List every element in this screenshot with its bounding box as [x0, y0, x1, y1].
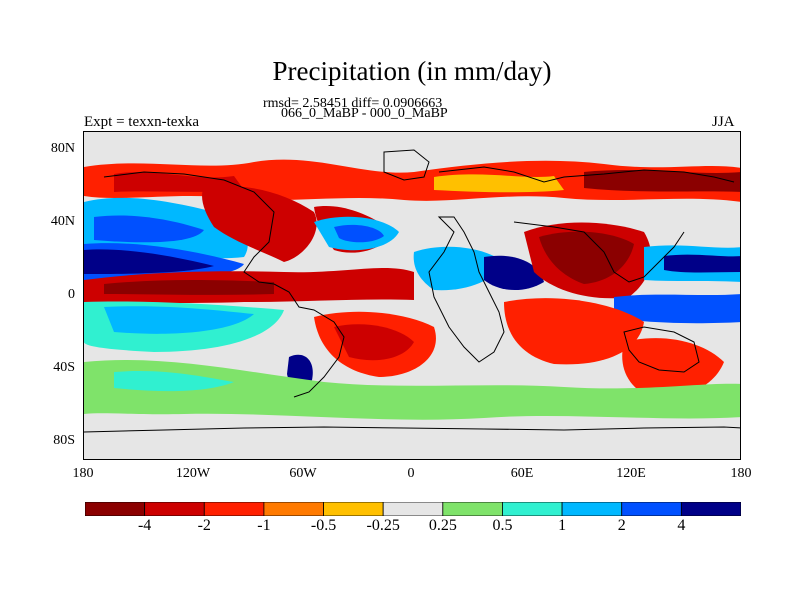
field-patch	[614, 294, 740, 324]
colorbar-swatch	[502, 502, 563, 516]
field-patch	[413, 246, 504, 291]
lat-label-40n: 40N	[50, 214, 75, 229]
map-canvas	[84, 132, 740, 459]
colorbar-label: 0.25	[428, 517, 457, 534]
field-patch	[84, 360, 740, 420]
lat-label-80n: 80N	[50, 141, 75, 156]
lat-label-80s: 80S	[53, 433, 75, 448]
chart-title: Precipitation (in mm/day)	[272, 56, 552, 86]
colorbar-label: 0.5	[492, 517, 513, 534]
field-patch	[202, 185, 317, 262]
colorbar-swatch	[680, 502, 741, 516]
field-patch	[84, 432, 740, 459]
lon-label-0: 0	[407, 466, 415, 481]
lat-label-0: 0	[68, 287, 75, 302]
field-patch	[104, 280, 274, 295]
colorbar-swatch	[203, 502, 265, 516]
field-patch	[664, 254, 740, 273]
colorbar-swatch	[442, 502, 503, 516]
lon-label-120w: 120W	[175, 466, 211, 481]
colorbar-label: -4	[137, 517, 152, 534]
coastlines	[84, 149, 740, 433]
colorbar-swatch	[144, 502, 205, 516]
experiment-label: Expt = texxn-texka	[84, 114, 200, 130]
colorbar-swatch	[323, 502, 384, 516]
season-label: JJA	[712, 114, 735, 130]
colorbar-label: -1	[257, 517, 271, 534]
field-patch	[484, 255, 544, 291]
colorbar-label: 2	[617, 517, 626, 534]
colorbar-swatch	[85, 502, 146, 516]
precipitation-map	[83, 131, 741, 460]
lon-label-120e: 120E	[616, 466, 646, 481]
colorbar-swatch	[382, 502, 444, 516]
colorbar	[85, 502, 741, 516]
colorbar-label: -0.5	[310, 517, 337, 534]
field-patch	[622, 338, 724, 397]
field-patch	[94, 215, 204, 243]
field-patch	[539, 231, 634, 284]
lon-label-60w: 60W	[289, 466, 317, 481]
colorbar-swatch	[561, 502, 623, 516]
lon-label-60e: 60E	[510, 466, 534, 481]
field-patch	[334, 224, 384, 243]
field-patch	[84, 249, 214, 274]
lat-label-40s: 40S	[53, 360, 75, 375]
colorbar-swatch	[263, 502, 324, 516]
stats-line: rmsd= 2.58451 diff= 0.0906663	[263, 96, 443, 111]
field-patch	[584, 170, 740, 192]
lon-label-180e: 180	[730, 466, 752, 481]
field-patch	[434, 174, 564, 193]
colorbar-label: 4	[677, 517, 686, 534]
field-patch	[114, 371, 234, 392]
field-patch	[334, 324, 414, 361]
colorbar-label: -2	[197, 517, 211, 534]
colorbar-label: 1	[558, 517, 567, 534]
colorbar-swatch	[621, 502, 682, 516]
field-patch	[504, 298, 644, 365]
comparison-label: 066_0_MaBP - 000_0_MaBP	[281, 106, 448, 121]
field-patch	[104, 306, 254, 334]
colorbar-label: -0.25	[366, 517, 400, 534]
lon-label-180w: 180	[72, 466, 94, 481]
